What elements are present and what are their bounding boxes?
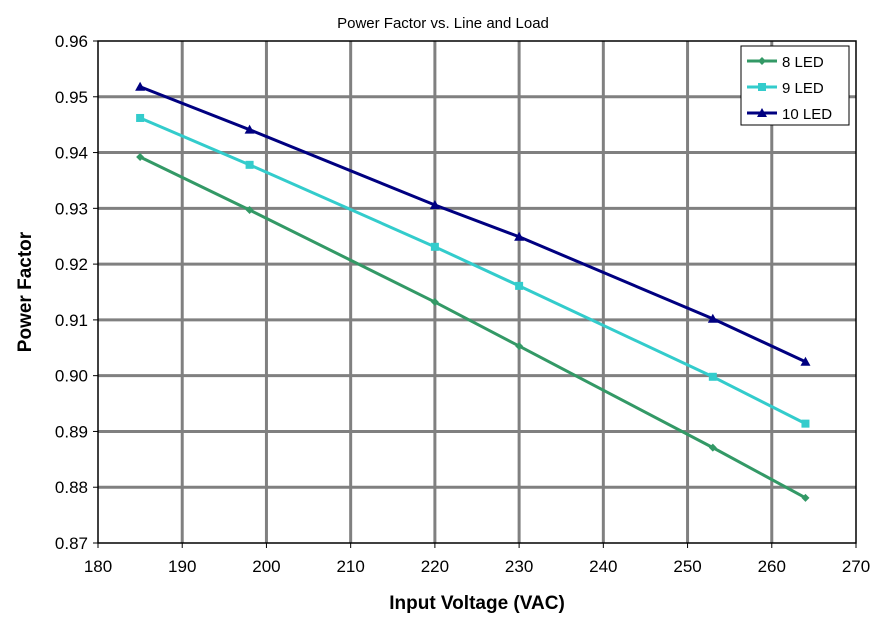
- x-tick-label: 260: [758, 557, 786, 576]
- y-axis-ticks: 0.87 0.88 0.89 0.90 0.91 0.92 0.93 0.94 0.95 0.96: [55, 32, 98, 553]
- chart-title: Power Factor vs. Line and Load: [337, 15, 549, 32]
- x-tick-label: 220: [421, 557, 449, 576]
- data-point-8-led: [136, 153, 145, 162]
- y-tick-label: 0.96: [55, 32, 88, 51]
- y-tick-label: 0.95: [55, 88, 88, 107]
- data-point-9-led: [708, 372, 717, 381]
- series-9-led: [136, 113, 810, 428]
- data-point-8-led: [515, 342, 524, 351]
- y-tick-label: 0.90: [55, 367, 88, 386]
- series-10-led: [135, 81, 811, 366]
- x-tick-label: 190: [168, 557, 196, 576]
- legend-item-10-led: 10 LED: [747, 106, 832, 123]
- data-point-8-led: [430, 298, 439, 307]
- x-tick-label: 230: [505, 557, 533, 576]
- y-tick-label: 0.92: [55, 255, 88, 274]
- data-point-10-led: [244, 124, 255, 134]
- legend-label: 10 LED: [782, 106, 832, 123]
- legend-item-9-led: 9 LED: [747, 80, 824, 97]
- plot-area-border: [97, 40, 857, 544]
- data-point-10-led: [429, 199, 440, 209]
- grid: [98, 41, 856, 543]
- series-8-led: [136, 153, 810, 502]
- y-tick-label: 0.88: [55, 478, 88, 497]
- data-point-8-led: [708, 443, 717, 452]
- legend-marker: [758, 57, 766, 65]
- series-line-9-led: [139, 116, 807, 425]
- data-point-9-led: [136, 113, 145, 122]
- data-point-9-led: [245, 160, 254, 169]
- legend-marker: [758, 83, 766, 91]
- data-point-9-led: [515, 281, 524, 290]
- series-group: [135, 81, 811, 502]
- legend-label: 9 LED: [782, 80, 824, 97]
- data-point-10-led: [135, 81, 146, 91]
- legend-label: 8 LED: [782, 54, 824, 71]
- legend-item-8-led: 8 LED: [747, 54, 824, 71]
- x-tick-label: 270: [842, 557, 870, 576]
- data-point-9-led: [430, 242, 439, 251]
- series-line-10-led: [139, 85, 807, 364]
- data-point-10-led: [514, 231, 525, 241]
- x-tick-label: 180: [84, 557, 112, 576]
- data-point-8-led: [245, 206, 254, 215]
- y-tick-label: 0.93: [55, 199, 88, 218]
- series-line-8-led: [139, 155, 807, 500]
- data-point-8-led: [801, 493, 810, 502]
- legend: 8 LED 9 LED 10 LED: [740, 45, 850, 126]
- x-axis-label: Input Voltage (VAC): [389, 593, 565, 614]
- x-axis-ticks: 180 190 200 210 220 230 240 250 260 270: [84, 543, 870, 576]
- x-tick-label: 200: [252, 557, 280, 576]
- y-tick-label: 0.87: [55, 534, 88, 553]
- data-point-9-led: [801, 419, 810, 428]
- legend-marker: [757, 108, 767, 117]
- y-tick-label: 0.91: [55, 311, 88, 330]
- y-axis-label: Power Factor: [15, 231, 36, 352]
- x-tick-label: 210: [336, 557, 364, 576]
- y-tick-label: 0.94: [55, 144, 88, 163]
- x-tick-label: 240: [589, 557, 617, 576]
- data-point-10-led: [800, 356, 811, 366]
- x-tick-label: 250: [673, 557, 701, 576]
- data-point-10-led: [707, 313, 718, 323]
- y-tick-label: 0.89: [55, 422, 88, 441]
